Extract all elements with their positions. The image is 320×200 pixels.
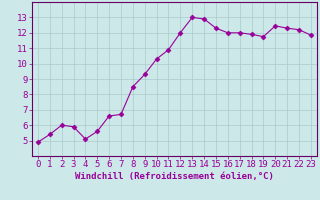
X-axis label: Windchill (Refroidissement éolien,°C): Windchill (Refroidissement éolien,°C) bbox=[75, 172, 274, 181]
